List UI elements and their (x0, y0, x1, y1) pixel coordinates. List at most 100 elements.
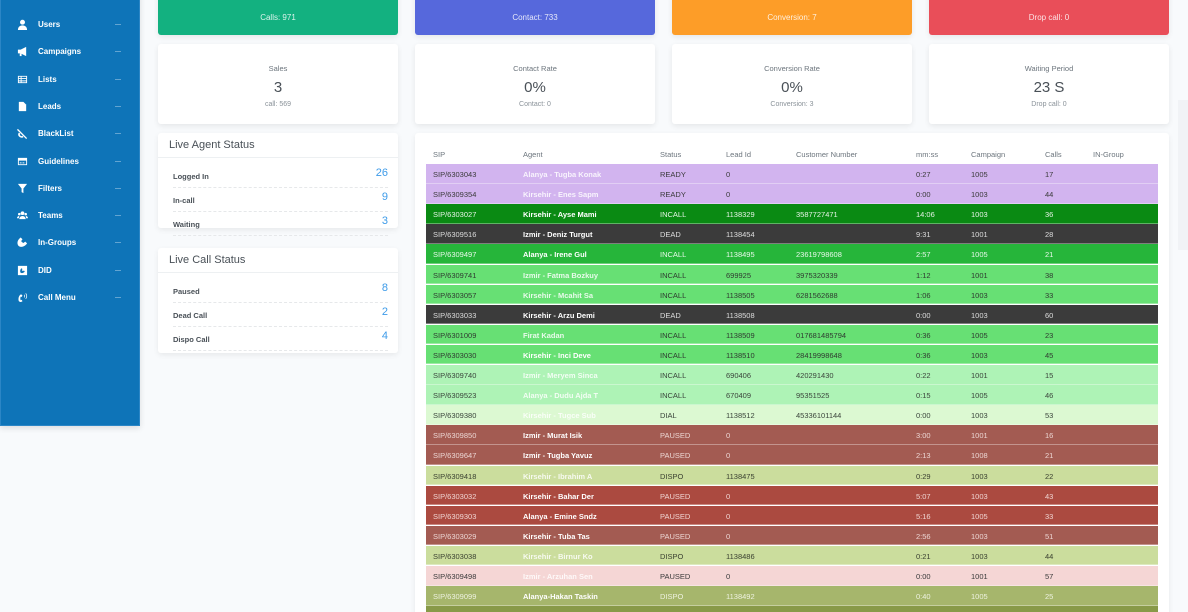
scrollbar[interactable] (1178, 100, 1188, 250)
chevron-icon (115, 160, 121, 162)
table-row[interactable]: SIP/6309498 Izmir - Arzuhan Sen PAUSED 0 0:0… (426, 566, 1158, 586)
table-row[interactable]: SIP/6303032 Kirsehir - Bahar Der PAUSED 0 5:… (426, 485, 1158, 506)
customer-number-cell: 28419998648 (796, 350, 842, 360)
agent-cell: Kirsehir - Tuba Tas (523, 531, 590, 541)
calls-cell: 53 (1045, 411, 1054, 421)
sidebar-item-in-groups[interactable]: In-Groups (1, 229, 141, 256)
lead-id-cell: 1138475 (726, 471, 755, 481)
column-header-campaign[interactable]: Campaign (971, 150, 1006, 159)
call-status-value[interactable]: 4 (381, 330, 388, 342)
agent-cell: Alanya - Irene Gul (523, 250, 587, 260)
table-header: SIP Agent Status Lead Id Customer Number… (426, 145, 1158, 165)
table-row[interactable]: SIP/6309850 Izmir - Murat Isik PAUSED 0 3:00… (426, 425, 1158, 445)
column-header-status[interactable]: Status (660, 150, 682, 159)
agent-cell: Kirsehir - Ibrahim A (523, 471, 593, 481)
table-row[interactable]: SIP/6303043 Alanya - Tugba Konak READY 0 0:2… (426, 164, 1158, 184)
lead-id-cell: 0 (726, 170, 731, 179)
campaign-cell: 1003 (971, 190, 988, 200)
column-header-customer-number[interactable]: Customer Number (796, 150, 858, 159)
table-row[interactable]: SIP/6309497 Alanya - Irene Gul INCALL 11384… (426, 244, 1158, 264)
table-row[interactable]: SIP/6309740 Izmir - Meryem Sinca INCALL 690… (426, 365, 1158, 385)
table-row[interactable]: SIP/6309516 Izmir - Deniz Turgut DEAD 11384… (426, 224, 1158, 244)
column-header-lead-id[interactable]: Lead Id (726, 150, 752, 159)
calls-cell: 21 (1045, 250, 1054, 260)
agent-cell: Alanya-Hakan Taskin (523, 592, 598, 602)
table-row[interactable]: SIP/6309647 Izmir - Tugba Yavuz PAUSED 0 2:1… (426, 445, 1158, 465)
lead-id-cell: 0 (726, 491, 731, 501)
table-row[interactable]: SIP/6303038 Kirsehir - Birnur Ko DISPO 1138… (426, 545, 1158, 566)
sidebar-item-guidelines[interactable]: Guidelines (1, 148, 141, 175)
live-calls-table: SIP Agent Status Lead Id Customer Number… (415, 133, 1169, 612)
stat-card-waiting-period: Waiting Period 23 S Drop call: 0 (929, 44, 1169, 124)
sidebar-item-campaigns[interactable]: Campaigns (1, 38, 141, 65)
sidebar-item-label: BlackList (38, 129, 74, 139)
sidebar-item-blacklist[interactable]: BlackList (1, 120, 141, 147)
duration-cell: 0:00 (916, 310, 931, 320)
table-row[interactable]: SIP/6303033 Kirsehir - Arzu Demi DEAD 11385… (426, 304, 1158, 325)
table-row[interactable]: SIP/6309380 Kirsehir - Tugce Sub DIAL 11385… (426, 405, 1158, 425)
sip-cell: SIP/6301009 (433, 330, 477, 340)
column-header-agent[interactable]: Agent (523, 150, 543, 159)
campaign-cell: 1003 (971, 491, 988, 501)
table-row[interactable]: SIP/6309418 Kirsehir - Ibrahim A DISPO 1138… (426, 465, 1158, 485)
sip-cell: SIP/6303033 (433, 310, 477, 320)
lead-id-cell: 690406 (726, 371, 752, 380)
table-row[interactable]: SIP/6309741 Izmir - Fatma Bozkuy INCALL 699… (426, 264, 1158, 284)
table-row[interactable]: SIP/6303057 Kirsehir - Mcahit Sa INCALL 113… (426, 284, 1158, 305)
customer-number-cell: 3587727471 (796, 210, 838, 220)
duration-cell: 5:16 (916, 511, 931, 521)
call-status-value[interactable]: 2 (381, 306, 388, 318)
lead-id-cell: 1138505 (726, 290, 755, 300)
lead-id-cell: 699925 (726, 270, 752, 280)
lead-id-cell: 1138329 (726, 210, 755, 220)
stat-card-title: Contact Rate (513, 64, 557, 73)
table-row[interactable]: SIP/6303029 Kirsehir - Tuba Tas PAUSED 0 2:5… (426, 525, 1158, 546)
sidebar-item-call-menu[interactable]: Call Menu (1, 284, 141, 311)
column-header-calls[interactable]: Calls (1045, 150, 1062, 159)
sidebar-item-leads[interactable]: Leads (1, 93, 141, 120)
table-row[interactable]: SIP/6301009 Firat Kadan INCALL 1138509 01768… (426, 324, 1158, 345)
table-row[interactable]: SIP/6309523 Alanya - Dudu Ajda T INCALL 670… (426, 385, 1158, 405)
table-row[interactable]: SIP/6309354 Kirsehir - Enes Sapm READY 0 0:0… (426, 184, 1158, 204)
agent-status-value[interactable]: 3 (381, 215, 388, 227)
column-header-duration[interactable]: mm:ss (916, 150, 939, 159)
campaign-cell: 1001 (971, 230, 988, 240)
status-cell: PAUSED (660, 451, 691, 461)
agent-cell: Kirsehir - Bahar Der (523, 491, 594, 501)
agent-status-label: Waiting (173, 220, 200, 229)
campaign-cell: 1005 (971, 170, 988, 179)
chevron-icon (115, 133, 121, 135)
customer-number-cell: 3975320339 (796, 270, 838, 280)
table-row[interactable]: SIP/6303030 Kirsehir - Inci Deve INCALL 113… (426, 344, 1158, 365)
sidebar-item-teams[interactable]: Teams (1, 202, 141, 229)
summary-card-subtitle: Conversion: 7 (767, 13, 817, 22)
agent-status-value[interactable]: 26 (375, 167, 388, 179)
sip-cell: SIP/6303038 (433, 551, 477, 561)
status-cell: INCALL (660, 371, 687, 380)
agent-cell: Kirsehir - Ayse Mami (523, 210, 597, 220)
agent-status-row-logged-in: Logged In 26 (173, 164, 388, 188)
column-header-in-group[interactable]: IN-Group (1093, 150, 1124, 159)
call-status-label: Dispo Call (173, 335, 210, 344)
calls-cell: 43 (1045, 491, 1054, 501)
agent-cell: Izmir - Deniz Turgut (523, 230, 593, 240)
sidebar-item-did[interactable]: DID (1, 257, 141, 284)
sidebar: Users Campaigns Lists Leads BlackList Guideli… (0, 0, 140, 426)
table-row[interactable]: SIP/6303027 Kirsehir - Ayse Mami INCALL 113… (426, 204, 1158, 224)
sidebar-item-filters[interactable]: Filters (1, 175, 141, 202)
calls-cell: 22 (1045, 471, 1054, 481)
column-header-sip[interactable]: SIP (433, 150, 446, 159)
agent-status-value[interactable]: 9 (381, 191, 388, 203)
table-row[interactable] (426, 606, 1158, 612)
table-row[interactable]: SIP/6309099 Alanya-Hakan Taskin DISPO 11384… (426, 586, 1158, 606)
stat-card-value: 0% (524, 79, 546, 96)
call-status-value[interactable]: 8 (381, 282, 388, 294)
sidebar-item-users[interactable]: Users (1, 11, 141, 38)
campaign-cell: 1001 (971, 371, 988, 380)
customer-number-cell: 45336101144 (796, 411, 842, 421)
sidebar-item-lists[interactable]: Lists (1, 66, 141, 93)
lead-id-cell: 1138509 (726, 330, 755, 340)
call-status-label: Paused (173, 287, 200, 296)
table-row[interactable]: SIP/6309303 Alanya - Emine Sndz PAUSED 0 5:1… (426, 505, 1158, 526)
calls-cell: 21 (1045, 451, 1054, 461)
